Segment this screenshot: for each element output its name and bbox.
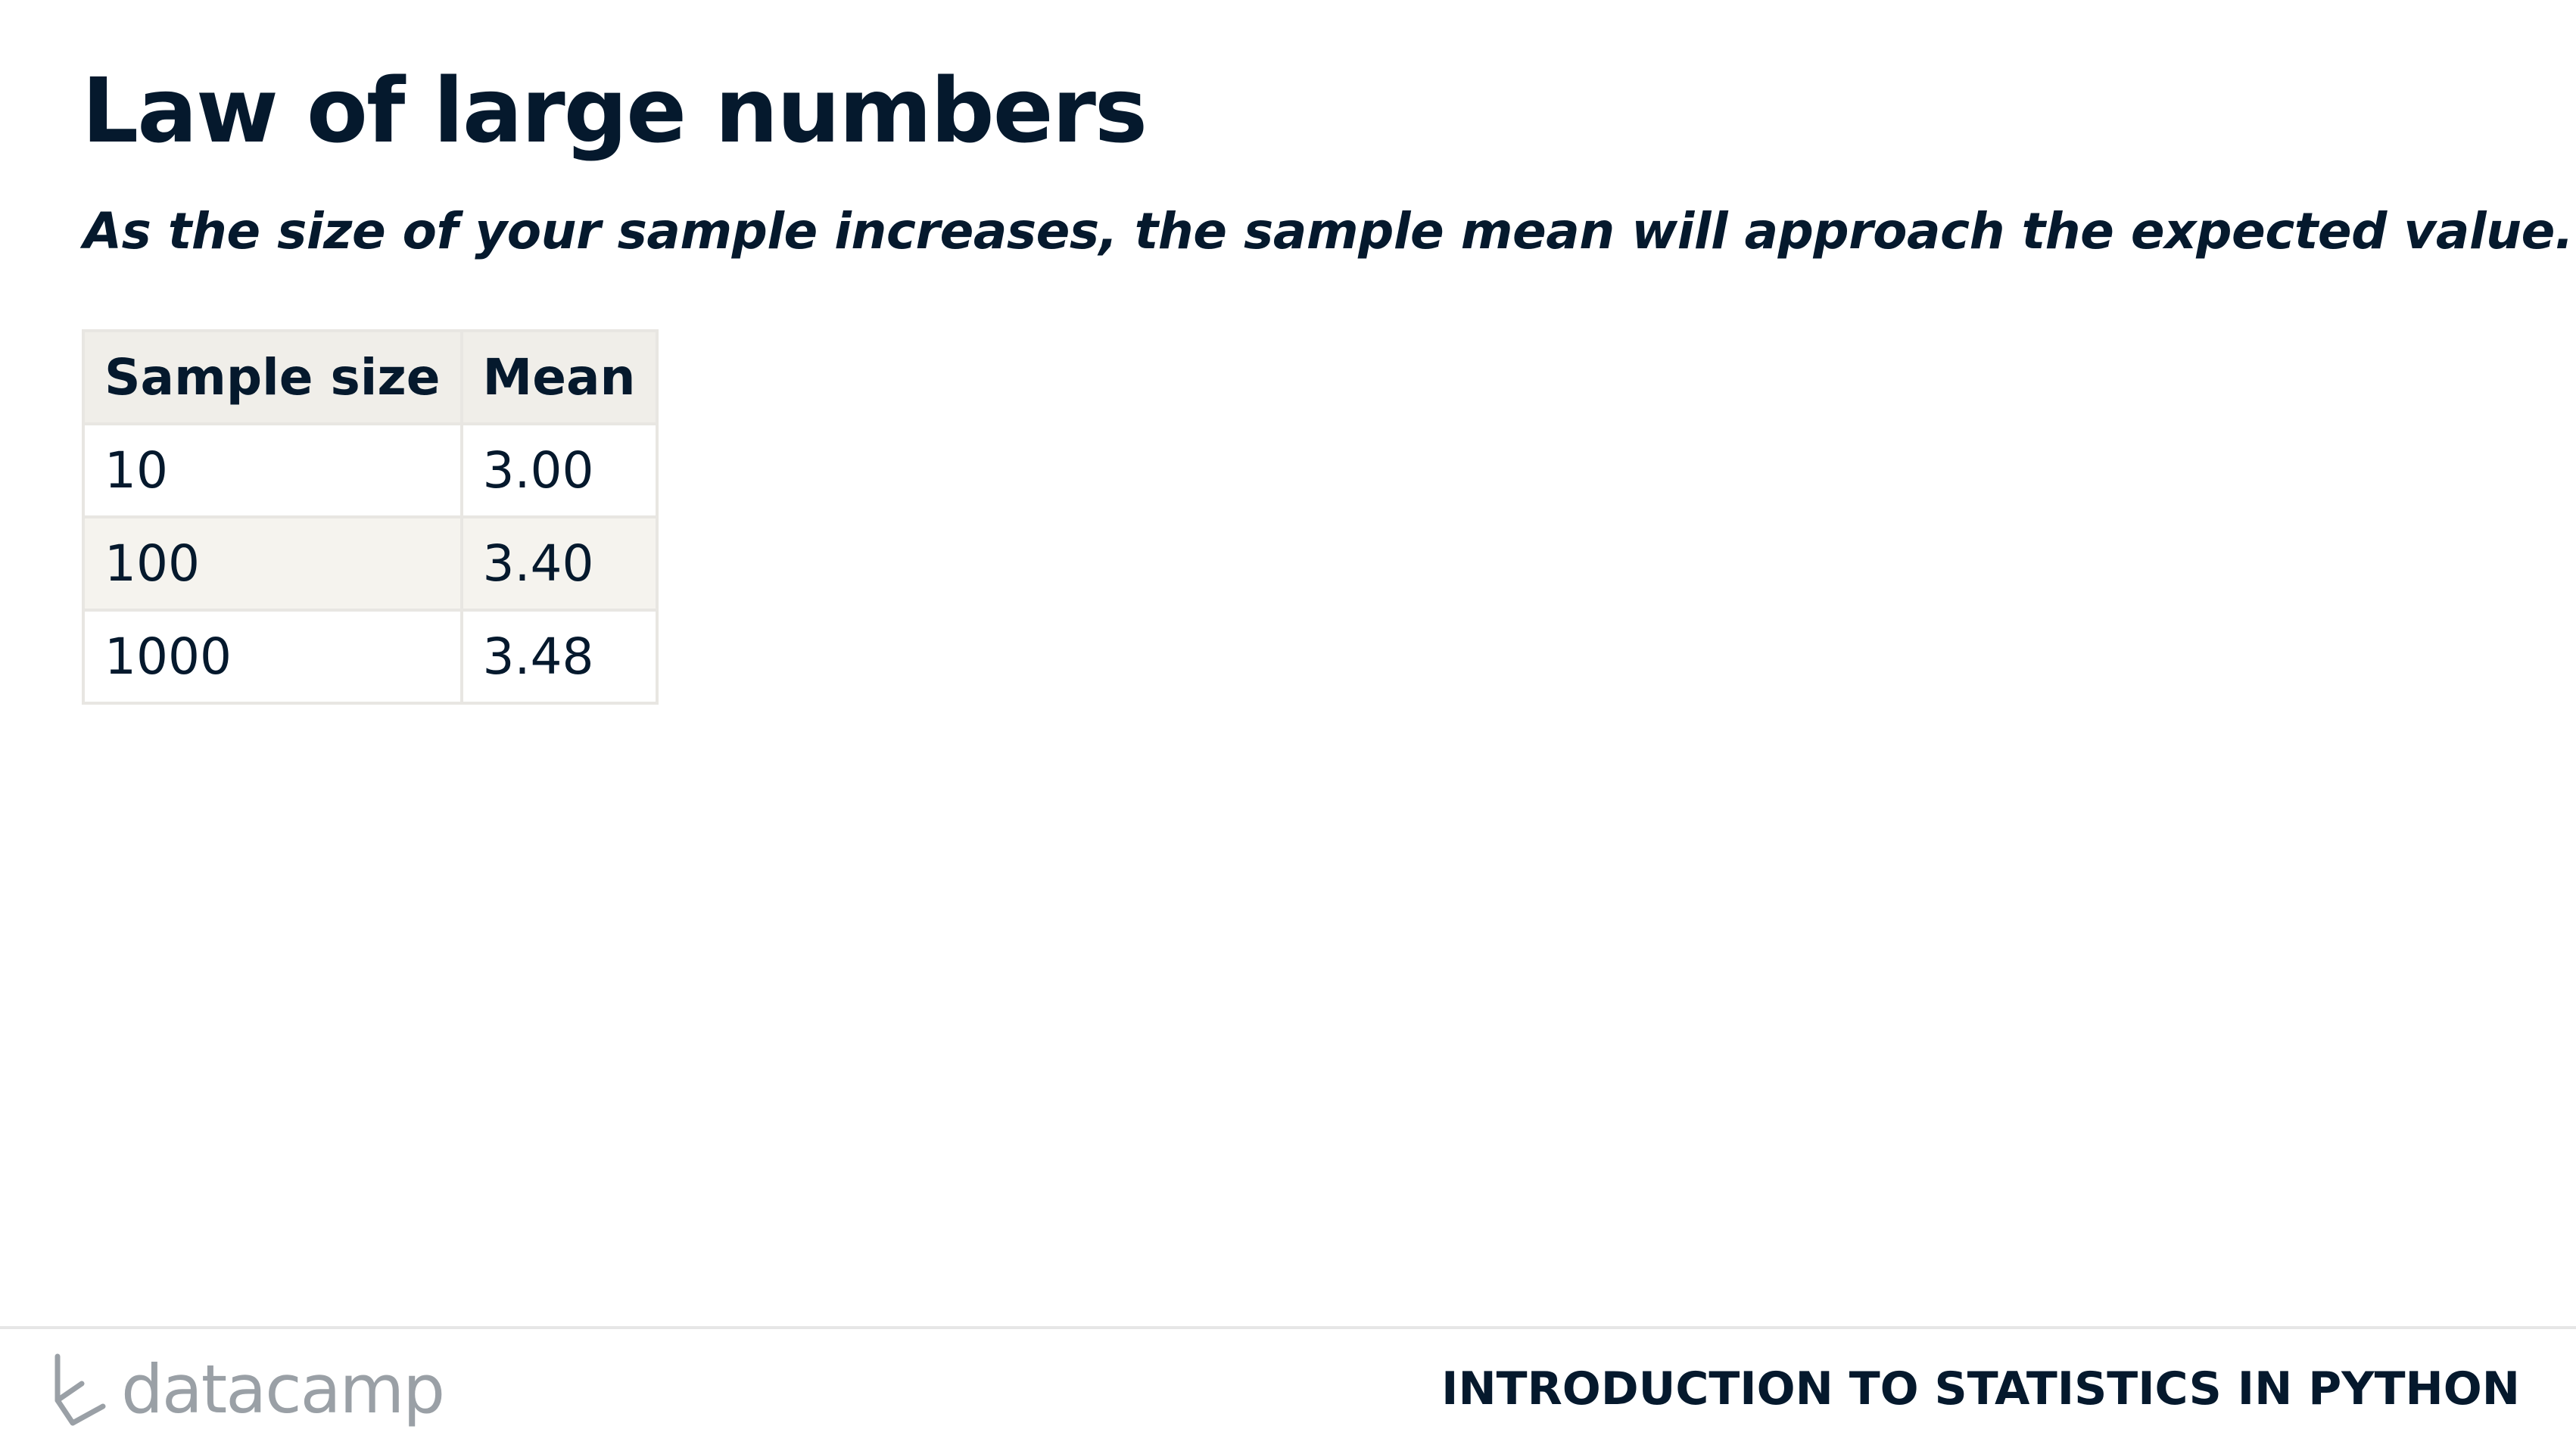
table-header-row: Sample size Mean <box>82 329 659 425</box>
slide-subtitle: As the size of your sample increases, th… <box>83 202 2574 260</box>
column-header-mean: Mean <box>459 329 659 425</box>
table-cell-mean: 3.48 <box>459 609 659 705</box>
slide-title: Law of large numbers <box>82 58 1148 163</box>
datacamp-logo: datacamp <box>53 1350 445 1428</box>
table-row: 10 3.00 <box>82 422 659 518</box>
table-row: 100 3.40 <box>82 515 659 612</box>
table-cell-mean: 3.40 <box>459 515 659 612</box>
footer-divider <box>0 1326 2576 1329</box>
column-header-sample-size: Sample size <box>82 329 463 425</box>
table-cell-sample-size: 10 <box>82 422 463 518</box>
table-row: 1000 3.48 <box>82 609 659 705</box>
sample-mean-table: Sample size Mean 10 3.00 100 3.40 1000 3… <box>82 329 659 705</box>
table-cell-sample-size: 100 <box>82 515 463 612</box>
table-cell-mean: 3.00 <box>459 422 659 518</box>
datacamp-logo-icon <box>55 1353 106 1426</box>
table-cell-sample-size: 1000 <box>82 609 463 705</box>
logo-wordmark: datacamp <box>121 1350 445 1428</box>
course-title: INTRODUCTION TO STATISTICS IN PYTHON <box>1441 1362 2520 1415</box>
